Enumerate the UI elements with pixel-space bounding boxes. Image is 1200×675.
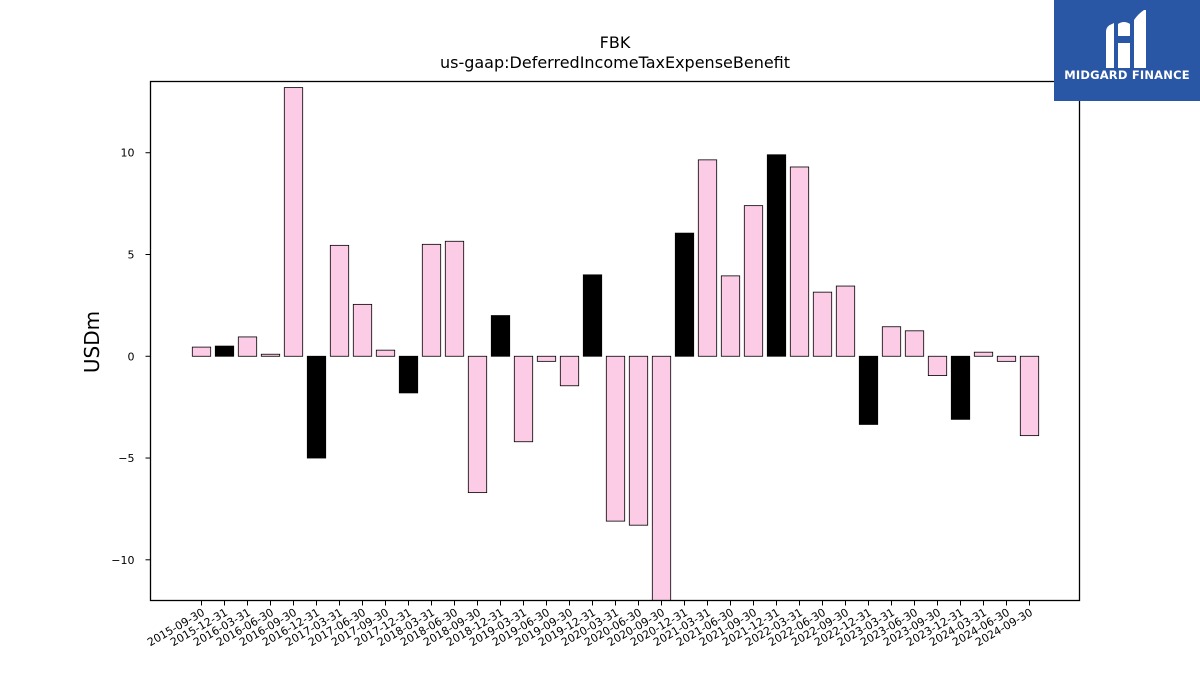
bar-2020-12-31: [674, 232, 695, 357]
y-axis: −10 −5 0 5 10: [111, 147, 151, 567]
bar-2019-06-30: [536, 355, 557, 362]
bar-2019-09-30: [559, 355, 580, 387]
bar-2022-09-30: [835, 285, 856, 357]
bar-2021-09-30: [743, 205, 764, 357]
x-axis: 2015-09-302015-12-312016-03-312016-06-30…: [145, 600, 1035, 649]
bar-2022-06-30: [812, 291, 833, 357]
bar-2023-06-30: [904, 330, 925, 357]
bar-2018-03-31: [421, 243, 442, 357]
bar-2021-12-31: [766, 154, 787, 357]
bar-2016-09-30: [283, 87, 304, 357]
bar-2018-06-30: [444, 240, 465, 357]
bar-2024-03-31: [973, 351, 994, 357]
y-axis-label: USDm: [80, 311, 104, 373]
bar-2022-03-31: [789, 166, 810, 357]
bar-2017-12-31: [398, 355, 419, 394]
y-tick-label: 0: [128, 350, 135, 363]
bar-2016-06-30: [260, 353, 281, 357]
bars-group: [191, 87, 1040, 601]
bar-2020-09-30: [651, 355, 672, 601]
chart-title: FBK: [600, 33, 631, 52]
y-tick-label: −10: [111, 554, 134, 567]
bar-2024-09-30: [1019, 355, 1040, 437]
bar-2023-09-30: [927, 355, 948, 377]
bar-2021-03-31: [697, 159, 718, 357]
bar-2022-12-31: [858, 355, 879, 425]
plot-frame: [149, 80, 1081, 602]
bar-2015-12-31: [214, 345, 235, 357]
bar-2020-06-30: [628, 355, 649, 526]
bar-2018-12-31: [490, 315, 511, 357]
bar-2019-12-31: [582, 274, 603, 357]
bar-2023-12-31: [950, 355, 971, 420]
bar-2019-03-31: [513, 355, 534, 443]
y-tick-label: −5: [118, 452, 134, 465]
chart-subtitle: us-gaap:DeferredIncomeTaxExpenseBenefit: [440, 53, 790, 72]
bar-2017-06-30: [352, 303, 373, 357]
bar-2015-09-30: [191, 346, 212, 357]
bar-2016-03-31: [237, 336, 258, 357]
bar-2017-09-30: [375, 349, 396, 357]
bar-2018-09-30: [467, 355, 488, 494]
y-tick-label: 5: [128, 249, 135, 262]
y-tick-label: 10: [121, 147, 135, 160]
bar-2024-06-30: [996, 355, 1017, 362]
midgard-finance-logo: MIDGARD FINANCE: [1054, 0, 1200, 101]
bar-2017-03-31: [329, 244, 350, 357]
midgard-logo-icon: [1106, 10, 1146, 68]
bar-2023-03-31: [881, 326, 902, 357]
logo-text: MIDGARD FINANCE: [1064, 68, 1190, 82]
bar-2016-12-31: [306, 355, 327, 459]
bar-2021-06-30: [720, 275, 741, 357]
bar-2020-03-31: [605, 355, 626, 522]
